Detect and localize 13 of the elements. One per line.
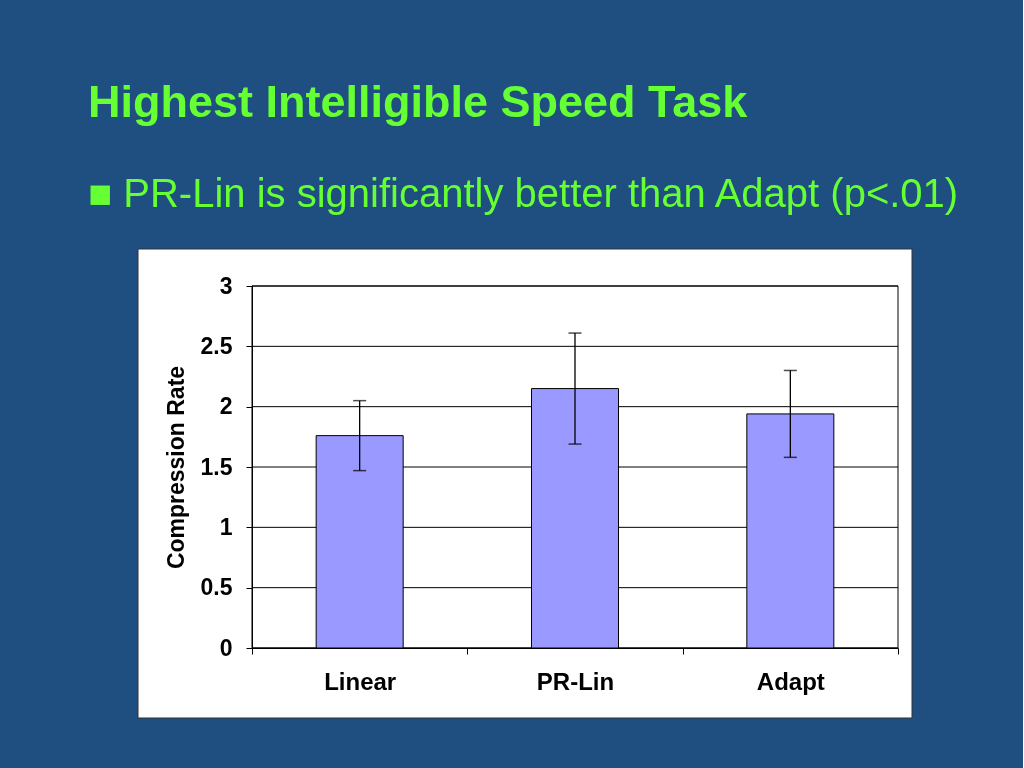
- x-tick-label: Linear: [324, 667, 397, 695]
- chart-subtitle: ■ PR-Lin is significantly better than Adapt (p<.01): [88, 170, 959, 215]
- y-tick-label: 2.5: [200, 332, 233, 359]
- y-tick-label: 1: [219, 513, 233, 540]
- chart-title: Highest Intelligible Speed Task: [88, 75, 749, 127]
- x-tick-label: PR-Lin: [536, 667, 615, 695]
- y-tick-label: 2: [219, 393, 233, 420]
- y-axis-title: Compression Rate: [162, 365, 189, 570]
- y-tick-label: 0: [219, 634, 233, 661]
- y-tick-label: 3: [219, 272, 233, 299]
- x-tick-label: Adapt: [756, 667, 825, 695]
- y-tick-label: 1.5: [200, 453, 233, 480]
- y-tick-label: 0.5: [200, 574, 233, 601]
